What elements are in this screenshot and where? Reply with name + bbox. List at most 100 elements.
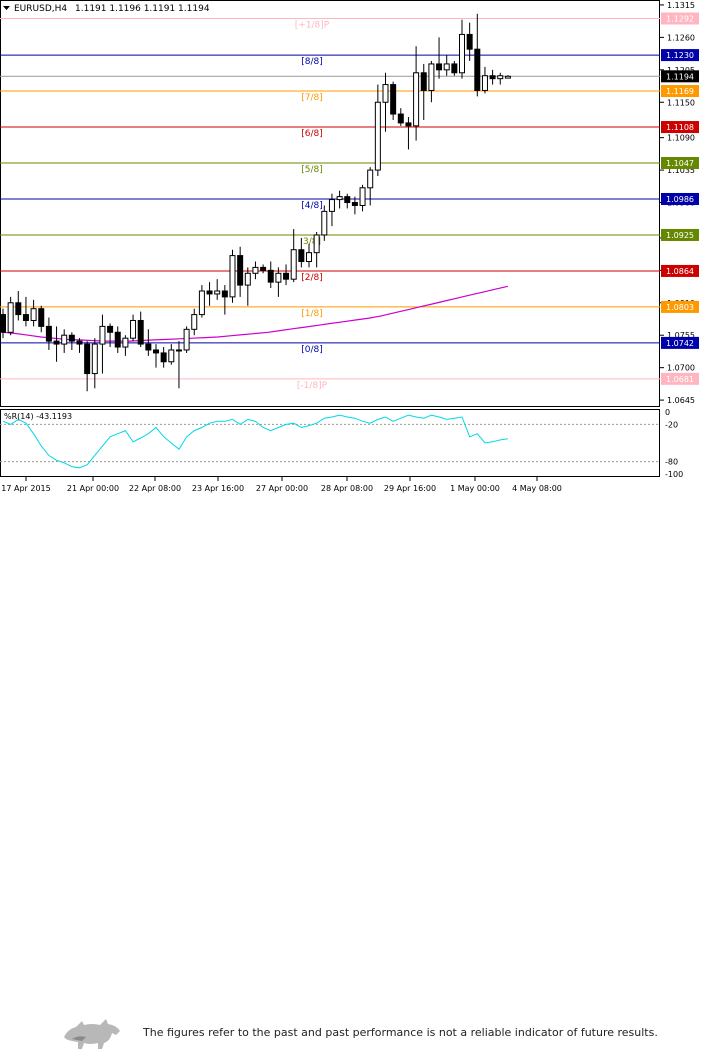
level-price-badge: [661, 300, 699, 313]
price-tick-label: 1.1035: [667, 166, 695, 175]
candle-body: [290, 249, 297, 280]
candle-body: [7, 302, 14, 333]
murrey-level-label: [5/8]: [301, 165, 323, 175]
candle-body: [99, 325, 106, 345]
candle-body: [306, 252, 312, 263]
candle-body: [481, 75, 488, 91]
candle-body: [145, 343, 152, 351]
candle-body: [336, 196, 343, 201]
candles: [0, 13, 511, 392]
indicator-tick-label: -20: [665, 420, 678, 429]
candle-body: [91, 343, 98, 375]
candle-body: [191, 314, 198, 330]
candle-body: [497, 75, 504, 80]
level-price-badge: [661, 121, 699, 134]
time-tick-label: 1 May 00:00: [450, 484, 500, 493]
time-tick-label: 17 Apr 2015: [1, 484, 50, 493]
level-price-label: 1.0925: [666, 231, 694, 240]
triangle-down-icon[interactable]: [3, 6, 10, 10]
candle-body: [15, 302, 22, 316]
candle-body: [413, 72, 420, 127]
indicator-frame[interactable]: [0, 409, 660, 477]
level-price-badge: [661, 264, 699, 277]
level-price-badge: [661, 192, 699, 205]
candle-body: [428, 63, 435, 91]
candle-body: [214, 290, 221, 295]
candle-body: [183, 328, 190, 351]
candle-body: [390, 84, 397, 115]
price-tick-label: 1.1150: [667, 98, 695, 107]
candle-body: [359, 187, 366, 206]
price-tick-label: 1.1090: [667, 134, 695, 143]
candle-body: [504, 75, 511, 79]
candle-body: [244, 272, 251, 286]
candle-body: [114, 331, 121, 348]
candle-body: [53, 340, 60, 345]
murrey-level-label: 3/8]: [303, 237, 321, 247]
time-tick-label: 28 Apr 08:00: [321, 484, 373, 493]
candle-body: [107, 325, 114, 333]
candle-body: [275, 272, 282, 283]
ohlc-values: 1.1191 1.1196 1.1191 1.1194: [75, 4, 210, 14]
williams-r-indicator: 0 -20 -80 -100: [0, 408, 683, 479]
price-tick-label: 1.0645: [667, 396, 695, 405]
price-tick-label: 1.1315: [667, 1, 695, 10]
candle-body: [68, 334, 75, 342]
price-tick-label: 1.0755: [667, 331, 695, 340]
candle-body: [38, 308, 45, 327]
indicator-title: %R(14) -43.1193: [4, 412, 72, 421]
level-price-label: 1.1047: [666, 159, 694, 168]
candle-body: [153, 349, 159, 354]
candle-body: [260, 266, 267, 271]
time-axis: 17 Apr 2015 21 Apr 00:00 22 Apr 08:00 23 Ap…: [1, 477, 562, 493]
footer: The figures refer to the past and past p…: [0, 505, 701, 1049]
level-price-label: 1.1292: [666, 15, 694, 24]
level-price-badge: [661, 49, 699, 62]
murrey-level-label: [0/8]: [301, 345, 323, 355]
candle-body: [397, 113, 404, 124]
candle-body: [76, 340, 83, 345]
candle-body: [405, 122, 412, 127]
candle-body: [45, 325, 52, 342]
time-tick-label: 22 Apr 08:00: [129, 484, 181, 493]
level-price-badge: [661, 228, 699, 241]
murrey-level-label: [2/8]: [301, 273, 323, 283]
candle-body: [168, 349, 175, 363]
wpr-line: [2, 414, 508, 469]
indicator-tick-label: -100: [665, 470, 683, 479]
candle-body: [351, 202, 358, 206]
candle-body: [374, 101, 381, 171]
indicator-tick-label: -80: [665, 458, 678, 467]
candle-body: [420, 72, 427, 91]
candle-body: [130, 319, 137, 339]
chart-root: 1.13151.12601.12051.11501.10901.10351.09…: [0, 0, 699, 493]
candle-body: [451, 63, 458, 74]
candle-body: [382, 84, 389, 103]
level-price-badge: [661, 372, 699, 385]
candle-body: [489, 75, 496, 80]
candle-body: [206, 290, 213, 295]
level-price-label: 1.0742: [666, 339, 694, 348]
current-price-badge: [661, 70, 699, 83]
candle-body: [443, 63, 450, 71]
murrey-level-label: [4/8]: [301, 201, 323, 211]
murrey-level-label: [-1/8]P: [297, 381, 328, 391]
time-tick-label: 29 Apr 16:00: [384, 484, 436, 493]
murrey-level-label: [1/8]: [301, 309, 323, 319]
candle-body: [237, 255, 244, 286]
time-tick-label: 21 Apr 00:00: [67, 484, 119, 493]
candle-body: [313, 234, 320, 254]
time-tick-label: 23 Apr 16:00: [192, 484, 244, 493]
candle-body: [160, 352, 167, 363]
level-price-badge: [661, 85, 699, 98]
murrey-level-label: [7/8]: [301, 93, 323, 103]
candle-body: [229, 255, 236, 298]
murrey-level-label: [8/8]: [301, 57, 323, 67]
candle-body: [122, 337, 129, 348]
candle-body: [459, 33, 465, 74]
candle-body: [0, 314, 6, 333]
candle-body: [367, 169, 374, 189]
moving-average: [2, 285, 509, 342]
candle-body: [84, 343, 91, 375]
candle-body: [61, 334, 68, 345]
